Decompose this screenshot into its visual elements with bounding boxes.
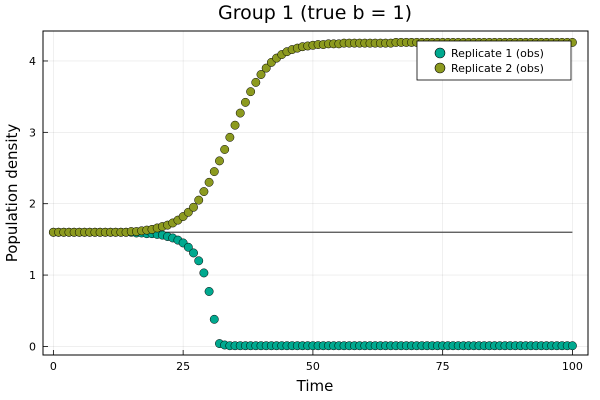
data-point (240, 97, 250, 107)
y-tick-label: 0 (29, 340, 36, 353)
data-point (209, 314, 219, 324)
x-tick-label: 75 (436, 360, 450, 373)
legend-label-replicate-2: Replicate 2 (obs) (451, 62, 544, 75)
y-axis-label: Population density (3, 124, 21, 263)
y-tick-label: 2 (29, 198, 36, 211)
chart-title: Group 1 (true b = 1) (218, 2, 412, 24)
data-point (209, 167, 219, 177)
data-point (189, 202, 198, 212)
data-point (256, 70, 266, 79)
data-point (251, 77, 261, 87)
y-tick-label: 4 (29, 55, 36, 68)
x-tick-label: 100 (562, 360, 583, 373)
plot-frame (42, 30, 589, 356)
legend: Replicate 1 (obs) Replicate 2 (obs) (416, 40, 572, 81)
data-point (204, 177, 214, 187)
y-tick-label: 3 (29, 126, 36, 139)
data-point (230, 120, 240, 130)
data-points (48, 37, 577, 351)
data-point (567, 341, 577, 351)
x-tick-label: 50 (306, 360, 320, 373)
legend-marker-replicate-2 (434, 62, 446, 74)
data-point (204, 287, 214, 296)
legend-box (416, 40, 572, 81)
data-point (261, 63, 271, 73)
data-point (199, 268, 209, 278)
x-axis-ticks: 0 25 50 75 100 (50, 350, 583, 373)
data-point (189, 248, 198, 258)
data-point (194, 195, 204, 205)
legend-marker-replicate-1 (434, 47, 446, 59)
x-tick-label: 25 (176, 360, 190, 373)
data-point (225, 132, 235, 142)
x-axis-label: Time (296, 377, 334, 395)
data-point (246, 87, 256, 97)
data-point (183, 242, 193, 252)
legend-label-replicate-1: Replicate 1 (obs) (451, 47, 544, 60)
x-tick-label: 0 (50, 360, 57, 373)
y-tick-label: 1 (29, 269, 36, 282)
data-point (235, 108, 245, 118)
data-point (194, 256, 204, 266)
data-point (220, 145, 230, 154)
data-point (199, 187, 209, 197)
data-point (215, 156, 224, 166)
y-axis-ticks: 0 1 2 3 4 (29, 55, 48, 353)
